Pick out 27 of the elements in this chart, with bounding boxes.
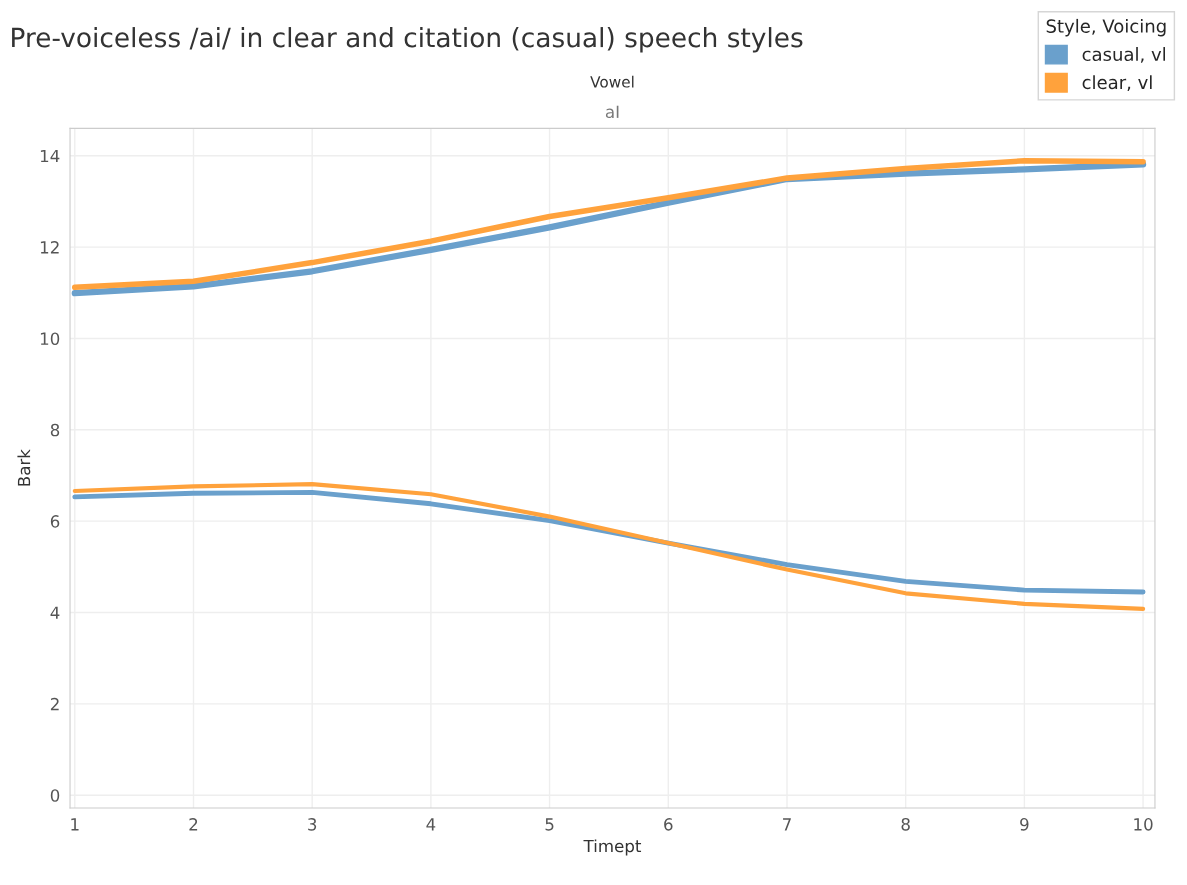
x-tick-label: 10 (1134, 818, 1153, 831)
y-tick-label: 10 (40, 332, 60, 346)
text: aI (605, 105, 619, 119)
y-axis-title: Bark (17, 449, 31, 486)
x-tick-label: 4 (426, 818, 436, 831)
x-tick-label: 6 (664, 818, 673, 831)
y-tick-label: 4 (50, 606, 60, 619)
line-series (72, 482, 1146, 611)
x-tick-label: 7 (783, 818, 791, 831)
y-tick-label: 12 (40, 241, 59, 254)
y-tick-label: 6 (50, 515, 60, 528)
legend-label: clear, vl (1082, 75, 1152, 91)
x-axis-title: Timept (583, 839, 642, 856)
legend-title: Style, Voicing (1046, 18, 1166, 37)
text: Vowel (590, 75, 634, 88)
y-tick-label: 8 (50, 423, 60, 437)
x-tick-label: 1 (71, 818, 79, 831)
x-tick-label: 2 (189, 818, 198, 831)
x-tick-label: 8 (901, 818, 910, 831)
y-tick-label: 2 (50, 697, 59, 711)
x-tick-label: 3 (308, 818, 317, 831)
y-tick-label: 0 (50, 789, 60, 802)
y-tick-label: 14 (40, 149, 60, 163)
x-tick-label: 9 (1020, 818, 1029, 831)
chart-title: Pre-voiceless /ai/ in clear and citation (casual) speech styles (12, 27, 803, 53)
x-tick-label: 5 (545, 818, 554, 831)
legend-label: casual, vl (1082, 47, 1166, 63)
